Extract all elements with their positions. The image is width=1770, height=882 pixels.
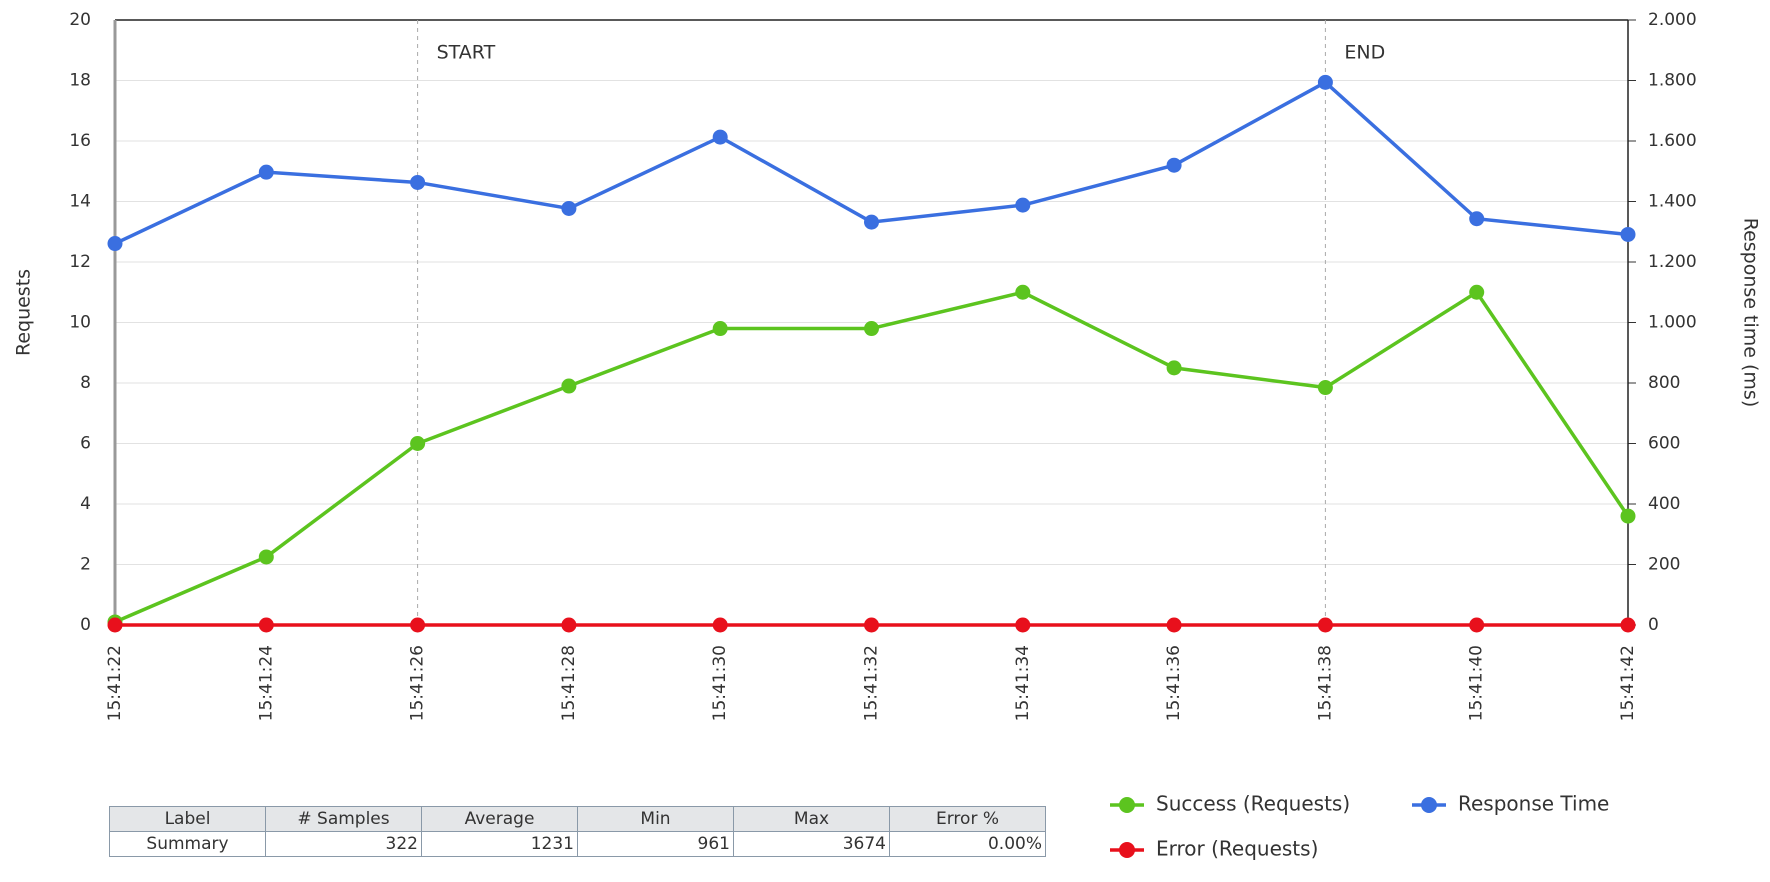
y-tick-label: 14 [69,192,91,212]
legend-label: Response Time [1458,792,1609,816]
x-tick-label: 15:41:28 [559,645,579,721]
legend-marker [1421,797,1437,813]
table-cell: 1231 [421,831,578,857]
data-point [410,617,426,633]
data-point [410,174,426,190]
data-point [712,617,728,633]
y-tick-label: 16 [69,131,91,151]
data-point [1469,617,1485,633]
data-point [1317,617,1333,633]
x-tick-label: 15:41:26 [408,645,428,721]
table-row: Summary 322 1231 961 3674 0.00% [109,831,1046,857]
legend-label: Error (Requests) [1156,837,1318,861]
table-header: Error % [889,806,1046,832]
x-tick-label: 15:41:40 [1467,645,1487,721]
table-header: # Samples [265,806,422,832]
y-tick-label: 20 [69,10,91,30]
data-point [1469,284,1485,300]
table-cell: 961 [577,831,734,857]
x-tick-label: 15:41:38 [1315,645,1335,721]
y-tick-label: 2 [80,555,91,575]
data-point [1620,617,1636,633]
summary-table: Label # Samples Average Min Max Error % Summar… [109,806,1046,857]
annotation-label: END [1344,42,1385,64]
data-point [1620,508,1636,524]
table-header: Max [733,806,890,832]
series-line [114,289,1630,624]
data-point [561,378,577,394]
y2-tick-label: 1.400 [1648,192,1697,212]
y-tick-label: 4 [80,494,91,514]
data-point [712,129,728,145]
y2-tick-label: 1.200 [1648,252,1697,272]
table-header: Average [421,806,578,832]
x-tick-label: 15:41:32 [862,645,882,721]
y-tick-label: 12 [69,252,91,272]
table-cell: 0.00% [889,831,1046,857]
x-tick-label: 15:41:30 [710,645,730,721]
y2-tick-label: 800 [1648,373,1680,393]
x-tick-label: 15:41:36 [1164,645,1184,721]
y-tick-label: 18 [69,71,91,91]
y-tick-label: 0 [80,615,91,635]
data-point [712,321,728,337]
y2-tick-label: 1.000 [1648,313,1697,333]
data-point [1469,211,1485,227]
data-point [864,214,879,230]
x-tick-label: 15:41:42 [1618,645,1638,721]
y2-tick-label: 0 [1648,615,1659,635]
data-point [1015,284,1031,300]
y2-tick-label: 1.600 [1648,131,1697,151]
table-cell: 3674 [733,831,890,857]
table-header: Label [109,806,266,832]
data-point [258,549,274,565]
legend-marker [1119,797,1135,813]
annotation-label: START [437,42,496,64]
data-point [561,617,577,633]
data-point [1166,157,1182,173]
data-point [1166,617,1182,633]
table-cell: Summary [109,831,266,857]
y2-tick-label: 400 [1648,494,1680,514]
y2-tick-label: 2.000 [1648,10,1697,30]
data-point [258,164,274,180]
data-point [107,617,123,633]
data-point [1015,197,1031,213]
y-tick-label: 6 [80,434,91,454]
y2-axis-label: Response time (ms) [1740,218,1762,408]
data-point [1620,226,1636,242]
data-point [561,200,577,216]
data-point [258,617,274,633]
y2-tick-label: 200 [1648,555,1680,575]
data-point [1166,360,1182,376]
table-header: Min [577,806,734,832]
x-tick-label: 15:41:24 [256,645,276,721]
y2-tick-label: 600 [1648,434,1680,454]
legend-marker [1119,842,1135,858]
x-tick-label: 15:41:34 [1013,645,1033,721]
y-tick-label: 8 [80,373,91,393]
data-point [864,617,879,633]
data-point [864,321,879,337]
table-cell: 322 [265,831,422,857]
y2-tick-label: 1.800 [1648,71,1697,91]
data-point [1317,380,1333,396]
y-axis-label: Requests [13,269,35,356]
y-tick-label: 10 [69,313,91,333]
data-point [1317,74,1333,90]
data-point [410,436,426,451]
x-tick-label: 15:41:22 [105,645,125,721]
data-point [1015,617,1031,633]
data-point [107,236,123,252]
legend-label: Success (Requests) [1156,792,1350,816]
